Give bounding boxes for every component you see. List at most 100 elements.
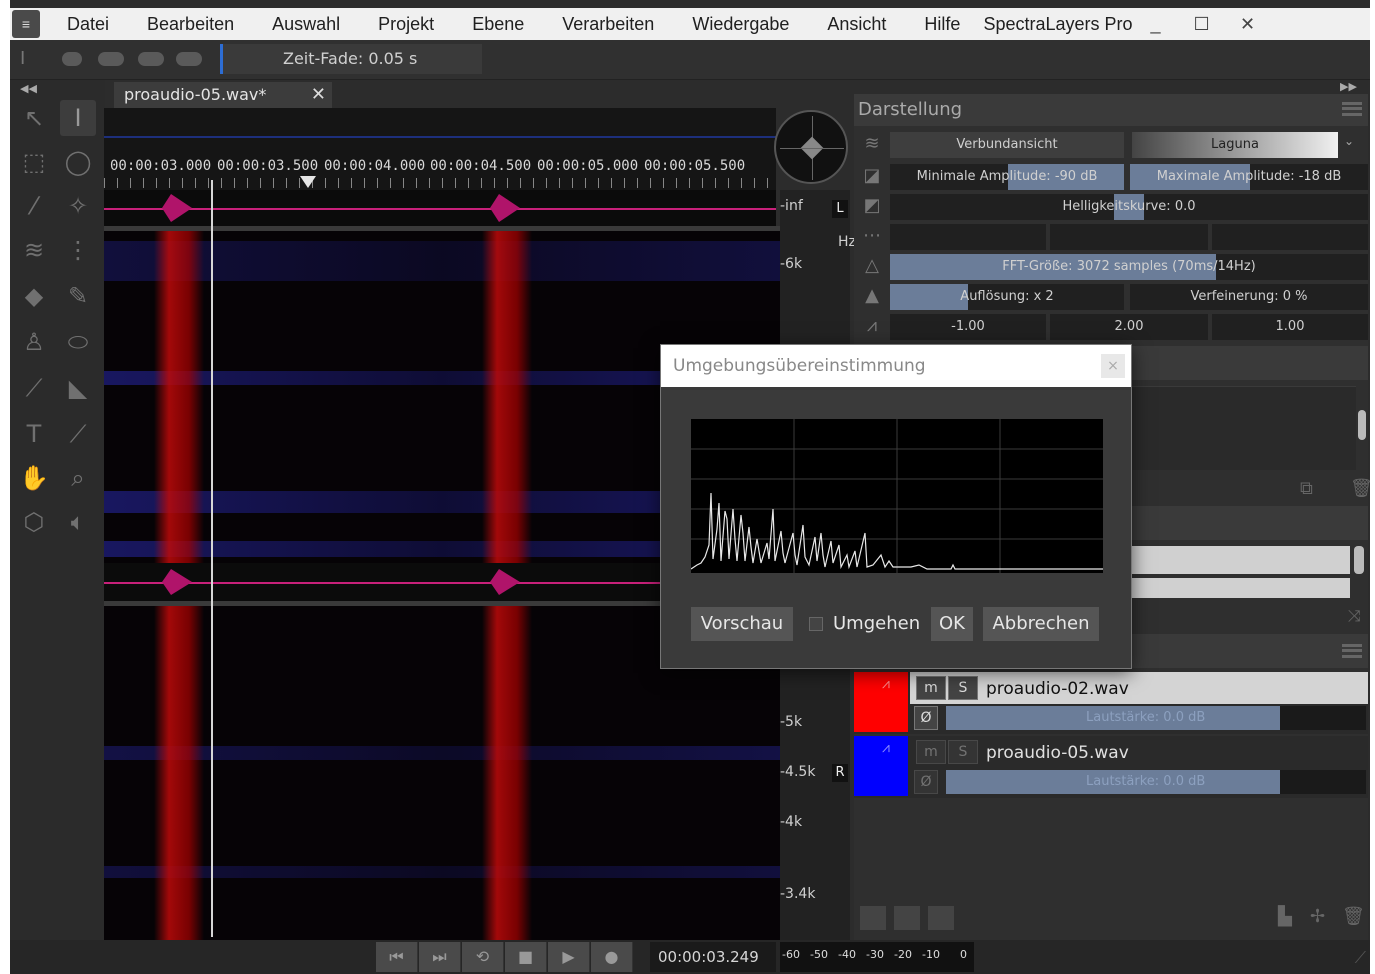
unmix-icon[interactable]: ✢ [1310, 906, 1326, 927]
playhead-line[interactable] [211, 180, 213, 937]
heal-icon[interactable]: ⬭ [67, 328, 89, 356]
brush-icon[interactable]: ⟋ [25, 374, 43, 402]
fft-size-slider[interactable]: FFT-Größe: 3072 samples (70ms/14Hz) [890, 254, 1368, 280]
copy-icon[interactable]: ⧉ [1300, 478, 1313, 499]
3d-view-icon[interactable]: ⬡ [23, 508, 45, 536]
rectangle-select-icon[interactable]: ⬚ [22, 148, 46, 176]
preview-button[interactable]: Vorschau [691, 607, 793, 641]
colormap-select[interactable]: Laguna [1132, 132, 1338, 158]
layer-row[interactable]: ⩘ m S proaudio-05.wav Ø Lautstärke: 0.0 … [854, 736, 1368, 798]
panel-divider[interactable] [104, 601, 780, 606]
menu-verarbeiten[interactable]: Verarbeiten [562, 13, 655, 34]
eraser-icon[interactable]: ◆ [24, 282, 44, 310]
fill-icon[interactable]: ◣ [68, 374, 88, 402]
maximize-button[interactable]: ☐ [1193, 13, 1210, 34]
panel-menu-icon[interactable] [1342, 102, 1362, 116]
brightness-curve-slider[interactable]: Helligkeitskurve: 0.0 [890, 194, 1368, 220]
menu-ebene[interactable]: Ebene [472, 13, 525, 34]
value-field-3[interactable]: 1.00 [1212, 314, 1368, 340]
mute-button[interactable]: m [916, 740, 946, 764]
app-logo-icon[interactable]: ≡ [12, 10, 40, 38]
layer-action-button[interactable] [860, 906, 886, 930]
max-amplitude-slider[interactable]: Maximale Amplitude: -18 dB [1130, 164, 1368, 190]
menu-hilfe[interactable]: Hilfe [924, 13, 961, 34]
menu-datei[interactable]: Datei [67, 13, 110, 34]
scrollbar-thumb[interactable] [1358, 410, 1366, 440]
light-field[interactable] [1122, 546, 1350, 574]
section-header[interactable] [1122, 634, 1368, 668]
close-window-button[interactable]: ✕ [1239, 13, 1256, 34]
dialog-close-icon[interactable]: × [1101, 354, 1125, 378]
menu-auswahl[interactable]: Auswahl [272, 13, 341, 34]
scrollbar-thumb[interactable] [1354, 546, 1364, 574]
delete-layer-icon[interactable]: 🗑︎ [1342, 906, 1365, 927]
refinement-slider[interactable]: Verfeinerung: 0 % [1130, 284, 1368, 310]
layers-icon[interactable]: ≋ [864, 133, 880, 154]
lasso-select-icon[interactable]: ◯ [64, 148, 92, 176]
resolution-slider[interactable]: Auflösung: x 2 [890, 284, 1124, 310]
new-layer-icon[interactable]: ▙ [1278, 906, 1292, 927]
menu-wiedergabe[interactable]: Wiedergabe [692, 13, 790, 34]
mute-button[interactable]: m [916, 676, 946, 700]
selection-mode-new-icon[interactable] [62, 52, 82, 66]
phase-invert-button[interactable]: Ø [914, 706, 938, 730]
layer-volume-slider[interactable]: Lautstärke: 0.0 dB [946, 770, 1366, 794]
go-to-end-icon[interactable]: ⏭︎ [419, 942, 461, 972]
pen-icon[interactable]: ✎ [67, 282, 89, 310]
empty-field[interactable] [890, 224, 1046, 250]
layer-row[interactable]: ⩘ m S proaudio-02.wav Ø Lautstärke: 0.0 … [854, 672, 1368, 734]
time-display[interactable]: 00:00:03.249 [650, 942, 776, 972]
menu-ansicht[interactable]: Ansicht [827, 13, 887, 34]
timeline-ruler[interactable]: 00:00:03.000 00:00:03.500 00:00:04.000 0… [104, 108, 776, 190]
spectrogram-right[interactable] [104, 606, 780, 940]
layers-menu-icon[interactable] [1342, 644, 1362, 658]
stop-icon[interactable]: ■ [505, 942, 547, 972]
menu-projekt[interactable]: Projekt [378, 13, 435, 34]
value-field-1[interactable]: -1.00 [890, 314, 1046, 340]
layer-action-button[interactable] [894, 906, 920, 930]
selection-mode-subtract-icon[interactable] [138, 52, 164, 66]
section-header[interactable] [1122, 346, 1368, 380]
min-amplitude-slider[interactable]: Minimale Amplitude: -90 dB [890, 164, 1124, 190]
layer-volume-slider[interactable]: Lautstärke: 0.0 dB [946, 706, 1366, 730]
ok-button[interactable]: OK [931, 607, 973, 641]
phase-invert-button[interactable]: Ø [914, 770, 938, 794]
selection-mode-add-icon[interactable] [98, 52, 124, 66]
speaker-icon[interactable]: 🔈︎ [70, 508, 86, 536]
playhead-marker-icon[interactable] [300, 176, 316, 188]
solo-button[interactable]: S [948, 740, 978, 764]
time-selection-tool-icon[interactable]: I [60, 100, 96, 136]
view-navigator[interactable] [774, 110, 848, 184]
loop-icon[interactable]: ⟲ [462, 942, 504, 972]
layer-color-swatch[interactable]: ⩘ [854, 736, 908, 796]
collapse-left-icon[interactable]: ◀◀ [20, 82, 37, 95]
clone-stamp-icon[interactable]: ♙ [23, 328, 45, 356]
cancel-button[interactable]: Abbrechen [983, 607, 1099, 641]
resize-grip-icon[interactable]: ⟋ [1354, 948, 1366, 967]
waveform-left[interactable] [104, 190, 776, 226]
layer-name[interactable]: proaudio-02.wav [986, 679, 1129, 699]
eyedropper-icon[interactable]: ⟋ [69, 420, 87, 448]
bypass-checkbox[interactable] [809, 617, 823, 631]
harmonic-select-icon[interactable]: ≋ [23, 236, 45, 264]
light-field[interactable] [1122, 578, 1350, 598]
text-tool-icon[interactable]: T [26, 420, 42, 448]
value-field-2[interactable]: 2.00 [1050, 314, 1208, 340]
hand-tool-icon[interactable]: ✋ [19, 464, 49, 492]
document-tab[interactable]: proaudio-05.wav* ✕ [114, 82, 332, 108]
selection-mode-intersect-icon[interactable] [176, 52, 202, 66]
panel-divider[interactable] [104, 226, 780, 231]
collapse-right-icon[interactable]: ▶▶ [1340, 80, 1357, 93]
section-header[interactable] [1122, 506, 1368, 540]
trash-icon[interactable]: 🗑︎ [1350, 478, 1370, 499]
close-tab-icon[interactable]: ✕ [310, 84, 326, 105]
layer-action-button[interactable] [928, 906, 954, 930]
menu-bearbeiten[interactable]: Bearbeiten [147, 13, 235, 34]
time-fade-field[interactable]: Zeit-Fade: 0.05 s [220, 44, 482, 74]
play-icon[interactable]: ▶ [548, 942, 590, 972]
minimize-button[interactable]: _ [1150, 13, 1161, 34]
layer-color-swatch[interactable]: ⩘ [854, 672, 908, 732]
magic-wand-icon[interactable]: ✧ [67, 192, 89, 220]
record-icon[interactable]: ● [591, 942, 633, 972]
zoom-tool-icon[interactable]: ⌕ [71, 464, 85, 492]
